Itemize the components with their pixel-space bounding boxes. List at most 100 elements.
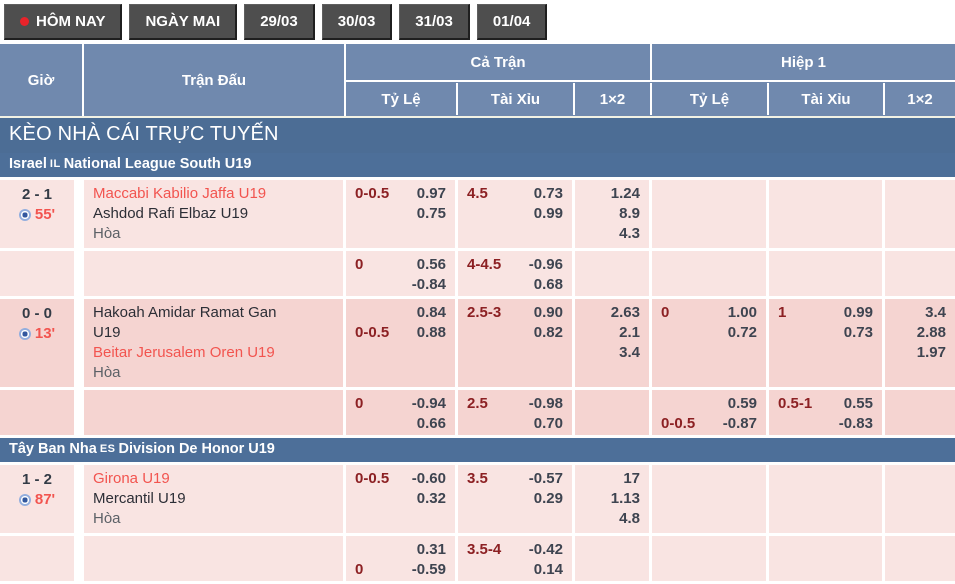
odds-cell-ft-1x2[interactable]: 1.24 8.9 4.3 <box>575 180 652 248</box>
odds-cell-h1-overunder <box>769 536 885 581</box>
col-header-time: Giờ <box>0 44 84 116</box>
odds-cell-h1-handicap[interactable]: 0.59 0-0.5 -0.87 <box>652 390 769 435</box>
odds-value: 8.9 <box>619 205 640 222</box>
odds-cell-h1-overunder <box>769 180 885 248</box>
live-score: 2 - 1 <box>21 186 52 203</box>
live-score: 1 - 2 <box>21 471 52 488</box>
odds-cell-h1-overunder[interactable]: 1 0.99 0.73 <box>769 299 885 387</box>
odds-value: 1.13 <box>610 490 640 507</box>
league-header-israel[interactable]: Israel IL National League South U19 <box>0 153 955 180</box>
odds-cell-h1-1x2[interactable]: 3.4 2.88 1.97 <box>885 299 955 387</box>
away-team: Mercantil U19 <box>93 490 186 507</box>
odds-value: 1.00 <box>727 304 757 321</box>
odds-value: 0.32 <box>416 490 446 507</box>
away-team: Ashdod Rafi Elbaz U19 <box>93 205 249 222</box>
handicap-line: 0 <box>355 561 364 578</box>
odds-value: -0.59 <box>411 561 446 578</box>
league-name: Division De Honor U19 <box>118 441 275 457</box>
odds-cell-h1-handicap <box>652 251 769 296</box>
handicap-line: 0.5-1 <box>778 395 813 412</box>
match-teams-cell[interactable]: Maccabi Kabilio Jaffa U19 Ashdod Rafi El… <box>84 180 346 248</box>
odds-cell-ft-handicap[interactable]: 0-0.5 0.97 0.75 <box>346 180 458 248</box>
tab-today[interactable]: HÔM NAY <box>4 4 123 40</box>
odds-cell-h1-handicap <box>652 465 769 533</box>
odds-cell-ft-overunder[interactable]: 2.5-3 0.90 0.82 <box>458 299 575 387</box>
odds-cell-h1-1x2 <box>885 251 955 296</box>
col-header-h1-handicap: Tỷ Lệ <box>652 83 769 115</box>
handicap-line: 0-0.5 <box>355 185 390 202</box>
odds-value: 0.31 <box>416 541 446 558</box>
col-header-ft-1x2: 1×2 <box>575 83 652 115</box>
tab-label: NGÀY MAI <box>145 13 221 30</box>
odds-cell-ft-overunder[interactable]: 2.5 -0.98 0.70 <box>458 390 575 435</box>
league-header-spain[interactable]: Tây Ban Nha ES Division De Honor U19 <box>0 438 955 465</box>
odds-value: -0.57 <box>528 470 563 487</box>
date-tab-bar: HÔM NAY NGÀY MAI 29/03 30/03 31/03 01/04 <box>0 0 955 44</box>
odds-value: 0.14 <box>533 561 563 578</box>
tab-date-31-03[interactable]: 31/03 <box>399 4 470 40</box>
match-teams-cell[interactable]: Hakoah Amidar Ramat Gan U19 Beitar Jerus… <box>84 299 346 387</box>
odds-value: 0.59 <box>727 395 757 412</box>
odds-cell-ft-handicap[interactable]: 0.84 0-0.5 0.88 <box>346 299 458 387</box>
odds-cell-h1-1x2 <box>885 465 955 533</box>
match-row: 1 - 2 87' Girona U19 Mercantil U19 Hòa 0… <box>0 465 955 536</box>
odds-value: 2.63 <box>610 304 640 321</box>
odds-value: 0.82 <box>533 324 563 341</box>
col-header-first-half: Hiệp 1 <box>652 44 955 82</box>
odds-value: 0.55 <box>843 395 873 412</box>
empty-cell <box>0 390 84 435</box>
odds-value: 3.4 <box>619 344 640 361</box>
odds-value: 4.8 <box>619 510 640 527</box>
secondary-odds-row: 0 0.56 -0.84 4-4.5 -0.96 0.68 <box>0 251 955 299</box>
odds-value: -0.60 <box>411 470 446 487</box>
empty-cell <box>0 251 84 296</box>
odds-cell-h1-handicap[interactable]: 0 1.00 0.72 <box>652 299 769 387</box>
league-country: Tây Ban Nha <box>9 441 97 457</box>
col-header-ft-handicap: Tỷ Lệ <box>346 83 458 115</box>
tab-date-01-04[interactable]: 01/04 <box>476 4 548 40</box>
col-header-full-time: Cả Trận <box>346 44 652 82</box>
tab-date-29-03[interactable]: 29/03 <box>244 4 315 40</box>
country-code-badge: IL <box>49 158 61 170</box>
odds-cell-ft-overunder[interactable]: 4.5 0.73 0.99 <box>458 180 575 248</box>
odds-value: 0.68 <box>533 276 563 293</box>
tab-tomorrow[interactable]: NGÀY MAI <box>129 4 238 40</box>
empty-cell <box>84 251 346 296</box>
tab-date-30-03[interactable]: 30/03 <box>321 4 393 40</box>
draw-label: Hòa <box>93 225 121 242</box>
odds-value: -0.42 <box>528 541 563 558</box>
odds-value: -0.84 <box>411 276 446 293</box>
home-team: Hakoah Amidar Ramat Gan U19 <box>93 304 277 341</box>
odds-cell-ft-handicap[interactable]: 0.31 0 -0.59 <box>346 536 458 581</box>
odds-cell-ft-overunder[interactable]: 3.5 -0.57 0.29 <box>458 465 575 533</box>
odds-value: 0.70 <box>533 415 563 432</box>
odds-cell-ft-overunder[interactable]: 4-4.5 -0.96 0.68 <box>458 251 575 296</box>
odds-cell-ft-handicap[interactable]: 0 -0.94 0.66 <box>346 390 458 435</box>
odds-cell-ft-1x2[interactable]: 2.63 2.1 3.4 <box>575 299 652 387</box>
odds-cell-h1-1x2 <box>885 180 955 248</box>
tab-label: 31/03 <box>415 13 453 30</box>
odds-value: 0.99 <box>843 304 873 321</box>
odds-value: 0.99 <box>533 205 563 222</box>
odds-cell-h1-handicap <box>652 180 769 248</box>
odds-cell-ft-handicap[interactable]: 0 0.56 -0.84 <box>346 251 458 296</box>
odds-cell-ft-1x2[interactable]: 17 1.13 4.8 <box>575 465 652 533</box>
odds-cell-ft-handicap[interactable]: 0-0.5 -0.60 0.32 <box>346 465 458 533</box>
empty-cell <box>84 536 346 581</box>
odds-value: 2.88 <box>916 324 946 341</box>
odds-cell-ft-overunder[interactable]: 3.5-4 -0.42 0.14 <box>458 536 575 581</box>
odds-cell-ft-1x2 <box>575 536 652 581</box>
live-score: 0 - 0 <box>21 305 52 322</box>
odds-value: 0.88 <box>416 324 446 341</box>
handicap-line: 0-0.5 <box>661 415 696 432</box>
odds-value: 0.90 <box>533 304 563 321</box>
secondary-odds-row: 0 -0.94 0.66 2.5 -0.98 0.70 0.59 0-0.5 -0.8… <box>0 390 955 438</box>
tab-label: 30/03 <box>337 13 376 30</box>
match-minute: 55' <box>34 206 56 223</box>
odds-cell-h1-overunder[interactable]: 0.5-1 0.55 -0.83 <box>769 390 885 435</box>
score-time-cell: 1 - 2 87' <box>0 465 84 533</box>
handicap-line: 0 <box>661 304 670 321</box>
handicap-line: 3.5 <box>467 470 488 487</box>
match-teams-cell[interactable]: Girona U19 Mercantil U19 Hòa <box>84 465 346 533</box>
handicap-line: 0-0.5 <box>355 324 390 341</box>
